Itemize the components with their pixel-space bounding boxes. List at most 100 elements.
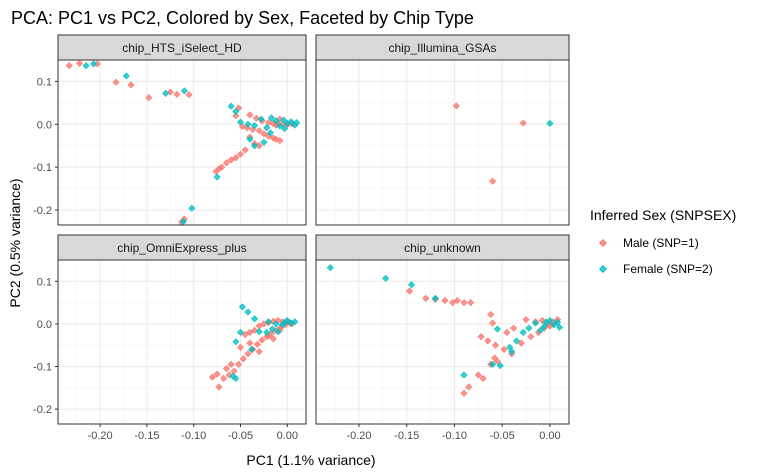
facets-group: chip_HTS_iSelect_HD chip_Illumina_GSAschi… xyxy=(57,34,570,425)
male-point xyxy=(253,340,261,348)
male-point xyxy=(272,135,280,143)
male-point xyxy=(239,355,247,363)
male-point xyxy=(127,81,135,89)
female-point xyxy=(489,360,497,368)
male-point xyxy=(474,371,482,379)
legend: Inferred Sex (SNPSEX) Male (SNP=1) Female… xyxy=(590,207,736,276)
female-point xyxy=(272,320,280,328)
female-point xyxy=(236,118,245,126)
y-axis-label: PC2 (0.5% variance) xyxy=(7,178,23,307)
female-point xyxy=(407,281,415,289)
x-axis-label: PC1 (1.1% variance) xyxy=(246,452,375,468)
female-point xyxy=(255,328,263,336)
female-point xyxy=(268,325,276,333)
male-point xyxy=(453,296,461,304)
female-point xyxy=(244,120,252,128)
x-tick-label: -0.20 xyxy=(346,430,371,442)
male-point xyxy=(185,91,193,99)
female-point xyxy=(244,308,252,316)
female-point xyxy=(251,315,259,323)
male-point xyxy=(460,389,468,397)
facet-strip xyxy=(315,234,570,261)
male-point xyxy=(232,112,240,120)
male-point xyxy=(276,137,284,145)
male-point xyxy=(220,374,228,382)
male-point xyxy=(255,127,263,135)
male-point xyxy=(222,159,230,167)
female-point xyxy=(263,328,271,336)
male-point xyxy=(272,121,280,129)
y-tick-label: -0.1 xyxy=(33,361,52,373)
facet-strip xyxy=(57,34,307,61)
male-point xyxy=(112,78,120,86)
male-point xyxy=(484,337,492,345)
facet-background xyxy=(58,60,306,225)
x-tick-label: -0.15 xyxy=(134,430,159,442)
male-point xyxy=(236,150,245,158)
male-point xyxy=(65,62,73,70)
legend-key-icon xyxy=(598,264,608,274)
facet-strip xyxy=(57,234,307,261)
facet-border xyxy=(315,259,570,425)
female-point xyxy=(280,319,288,327)
female-point xyxy=(382,274,390,282)
female-point xyxy=(267,114,275,122)
female-point xyxy=(266,129,274,137)
x-tick-label: -0.20 xyxy=(88,430,113,442)
facet-strip-label: chip_OmniExpress_plus xyxy=(117,241,246,255)
female-point xyxy=(122,72,130,80)
points xyxy=(452,102,554,185)
male-point xyxy=(260,130,268,138)
gridlines xyxy=(316,60,569,225)
female-point xyxy=(525,324,533,332)
facet-background xyxy=(316,60,569,225)
y-tick-label: 0.0 xyxy=(37,319,52,331)
female-point xyxy=(326,264,334,272)
female-point xyxy=(263,124,271,132)
male-point xyxy=(522,316,530,324)
female-point xyxy=(460,371,468,379)
y-axis-ticks: 0.1 0.0 -0.1 -0.2 0.1 0.0 -0.1 -0.2 xyxy=(33,76,58,416)
x-tick-label: -0.15 xyxy=(394,430,419,442)
x-tick-label: -0.10 xyxy=(181,430,206,442)
male-point xyxy=(255,142,263,150)
y-tick-label: -0.2 xyxy=(33,205,52,217)
male-point xyxy=(491,341,500,349)
female-point xyxy=(287,118,295,126)
female-point xyxy=(229,372,237,380)
female-point xyxy=(236,328,245,336)
female-point xyxy=(232,374,240,382)
male-point xyxy=(452,102,460,110)
male-point xyxy=(76,59,84,67)
chart-title: PCA: PC1 vs PC2, Colored by Sex, Faceted… xyxy=(11,8,474,28)
female-point xyxy=(293,119,301,127)
male-point xyxy=(460,299,468,307)
male-point xyxy=(265,119,273,127)
male-point xyxy=(255,348,263,356)
facet-panel: chip_HTS_iSelect_HD xyxy=(57,34,307,226)
male-point xyxy=(235,360,243,368)
male-point xyxy=(489,319,497,327)
x-tick-label: -0.05 xyxy=(228,430,253,442)
female-point xyxy=(431,294,439,302)
x-tick-label: 0.00 xyxy=(539,430,560,442)
male-point xyxy=(527,333,535,341)
male-point xyxy=(222,365,230,373)
female-point xyxy=(246,135,254,143)
female-point xyxy=(90,60,98,68)
y-tick-label: -0.1 xyxy=(33,162,52,174)
female-point xyxy=(213,173,221,181)
y-tick-label: -0.2 xyxy=(33,404,52,416)
female-point xyxy=(555,323,563,331)
male-point xyxy=(246,339,254,347)
facet-strip-label: chip_unknown xyxy=(404,241,481,255)
facet-strip-label: chip_HTS_iSelect_HD xyxy=(122,41,242,55)
male-point xyxy=(517,339,525,347)
female-point xyxy=(540,322,548,330)
male-point xyxy=(449,299,457,307)
male-point xyxy=(479,374,487,382)
female-point xyxy=(493,325,501,333)
x-tick-label: -0.10 xyxy=(442,430,467,442)
legend-entry-label: Female (SNP=2) xyxy=(623,262,713,276)
female-point xyxy=(227,102,235,110)
